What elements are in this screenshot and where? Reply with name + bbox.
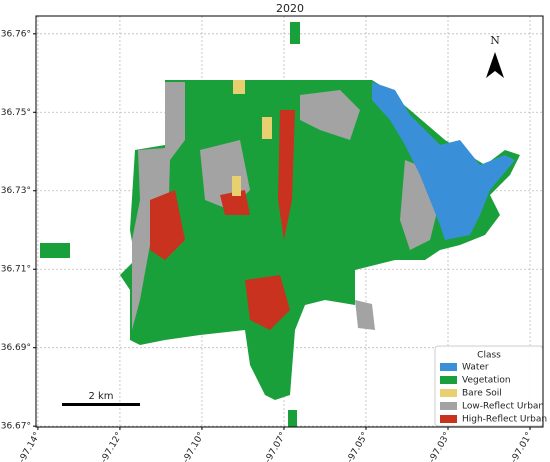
- high-reflect-urban-area: [245, 275, 290, 330]
- legend-label: Bare Soil: [462, 389, 502, 399]
- y-tick-label: 36.67°: [1, 422, 31, 432]
- x-tick-label: -97.14°: [17, 431, 42, 462]
- north-arrow-right: [495, 52, 504, 78]
- vegetation-area: [288, 410, 297, 427]
- bare-soil-area: [262, 117, 272, 139]
- high-reflect-urban-area: [278, 110, 295, 240]
- low-reflect-urban-area: [355, 300, 375, 330]
- vegetation-area: [290, 22, 300, 44]
- low-reflect-urban-area: [300, 90, 360, 140]
- y-tick-label: 36.73°: [1, 186, 31, 196]
- y-tick-label: 36.76°: [1, 29, 31, 39]
- scale-bar-label: 2 km: [88, 391, 113, 402]
- x-tick-label: -97.12°: [99, 431, 124, 462]
- x-tick-label: -97.01°: [509, 431, 534, 462]
- high-reflect-urban-area: [150, 190, 185, 260]
- legend: Class Water Vegetation Bare Soil Low-Reflec…: [434, 345, 547, 427]
- bare-soil-area: [232, 176, 241, 196]
- map-title: 2020: [276, 2, 304, 15]
- bare-soil-area: [233, 80, 245, 94]
- x-tick-label: -97.07°: [263, 431, 288, 462]
- x-tick-label: -97.05°: [345, 431, 370, 462]
- scale-bar-line: [62, 403, 140, 406]
- legend-title: Class: [477, 351, 501, 361]
- scale-bar: 2 km: [62, 391, 140, 406]
- vegetation-area: [40, 243, 70, 258]
- legend-swatch: [440, 376, 457, 384]
- north-label: N: [490, 34, 500, 47]
- high-reflect-urban-area: [220, 190, 250, 215]
- north-arrow-left: [486, 52, 495, 78]
- legend-label: Vegetation: [462, 376, 511, 386]
- y-tick-label: 36.75°: [1, 108, 31, 118]
- map-frame: [35, 15, 544, 428]
- y-tick-label: 36.69°: [1, 343, 31, 353]
- land-cover: [40, 22, 520, 427]
- legend-swatch: [440, 389, 457, 397]
- x-tick-label: -97.10°: [181, 431, 206, 462]
- legend-label: Low-Reflect Urban: [462, 402, 544, 412]
- legend-label: High-Reflect Urban: [462, 415, 547, 425]
- legend-swatch: [440, 415, 457, 423]
- y-tick-label: 36.71°: [1, 265, 31, 275]
- x-tick-label: -97.03°: [427, 431, 452, 462]
- legend-label: Water: [462, 363, 489, 373]
- legend-swatch: [440, 363, 457, 371]
- water-area: [372, 82, 515, 240]
- legend-swatch: [440, 402, 457, 410]
- north-arrow: N: [486, 34, 504, 78]
